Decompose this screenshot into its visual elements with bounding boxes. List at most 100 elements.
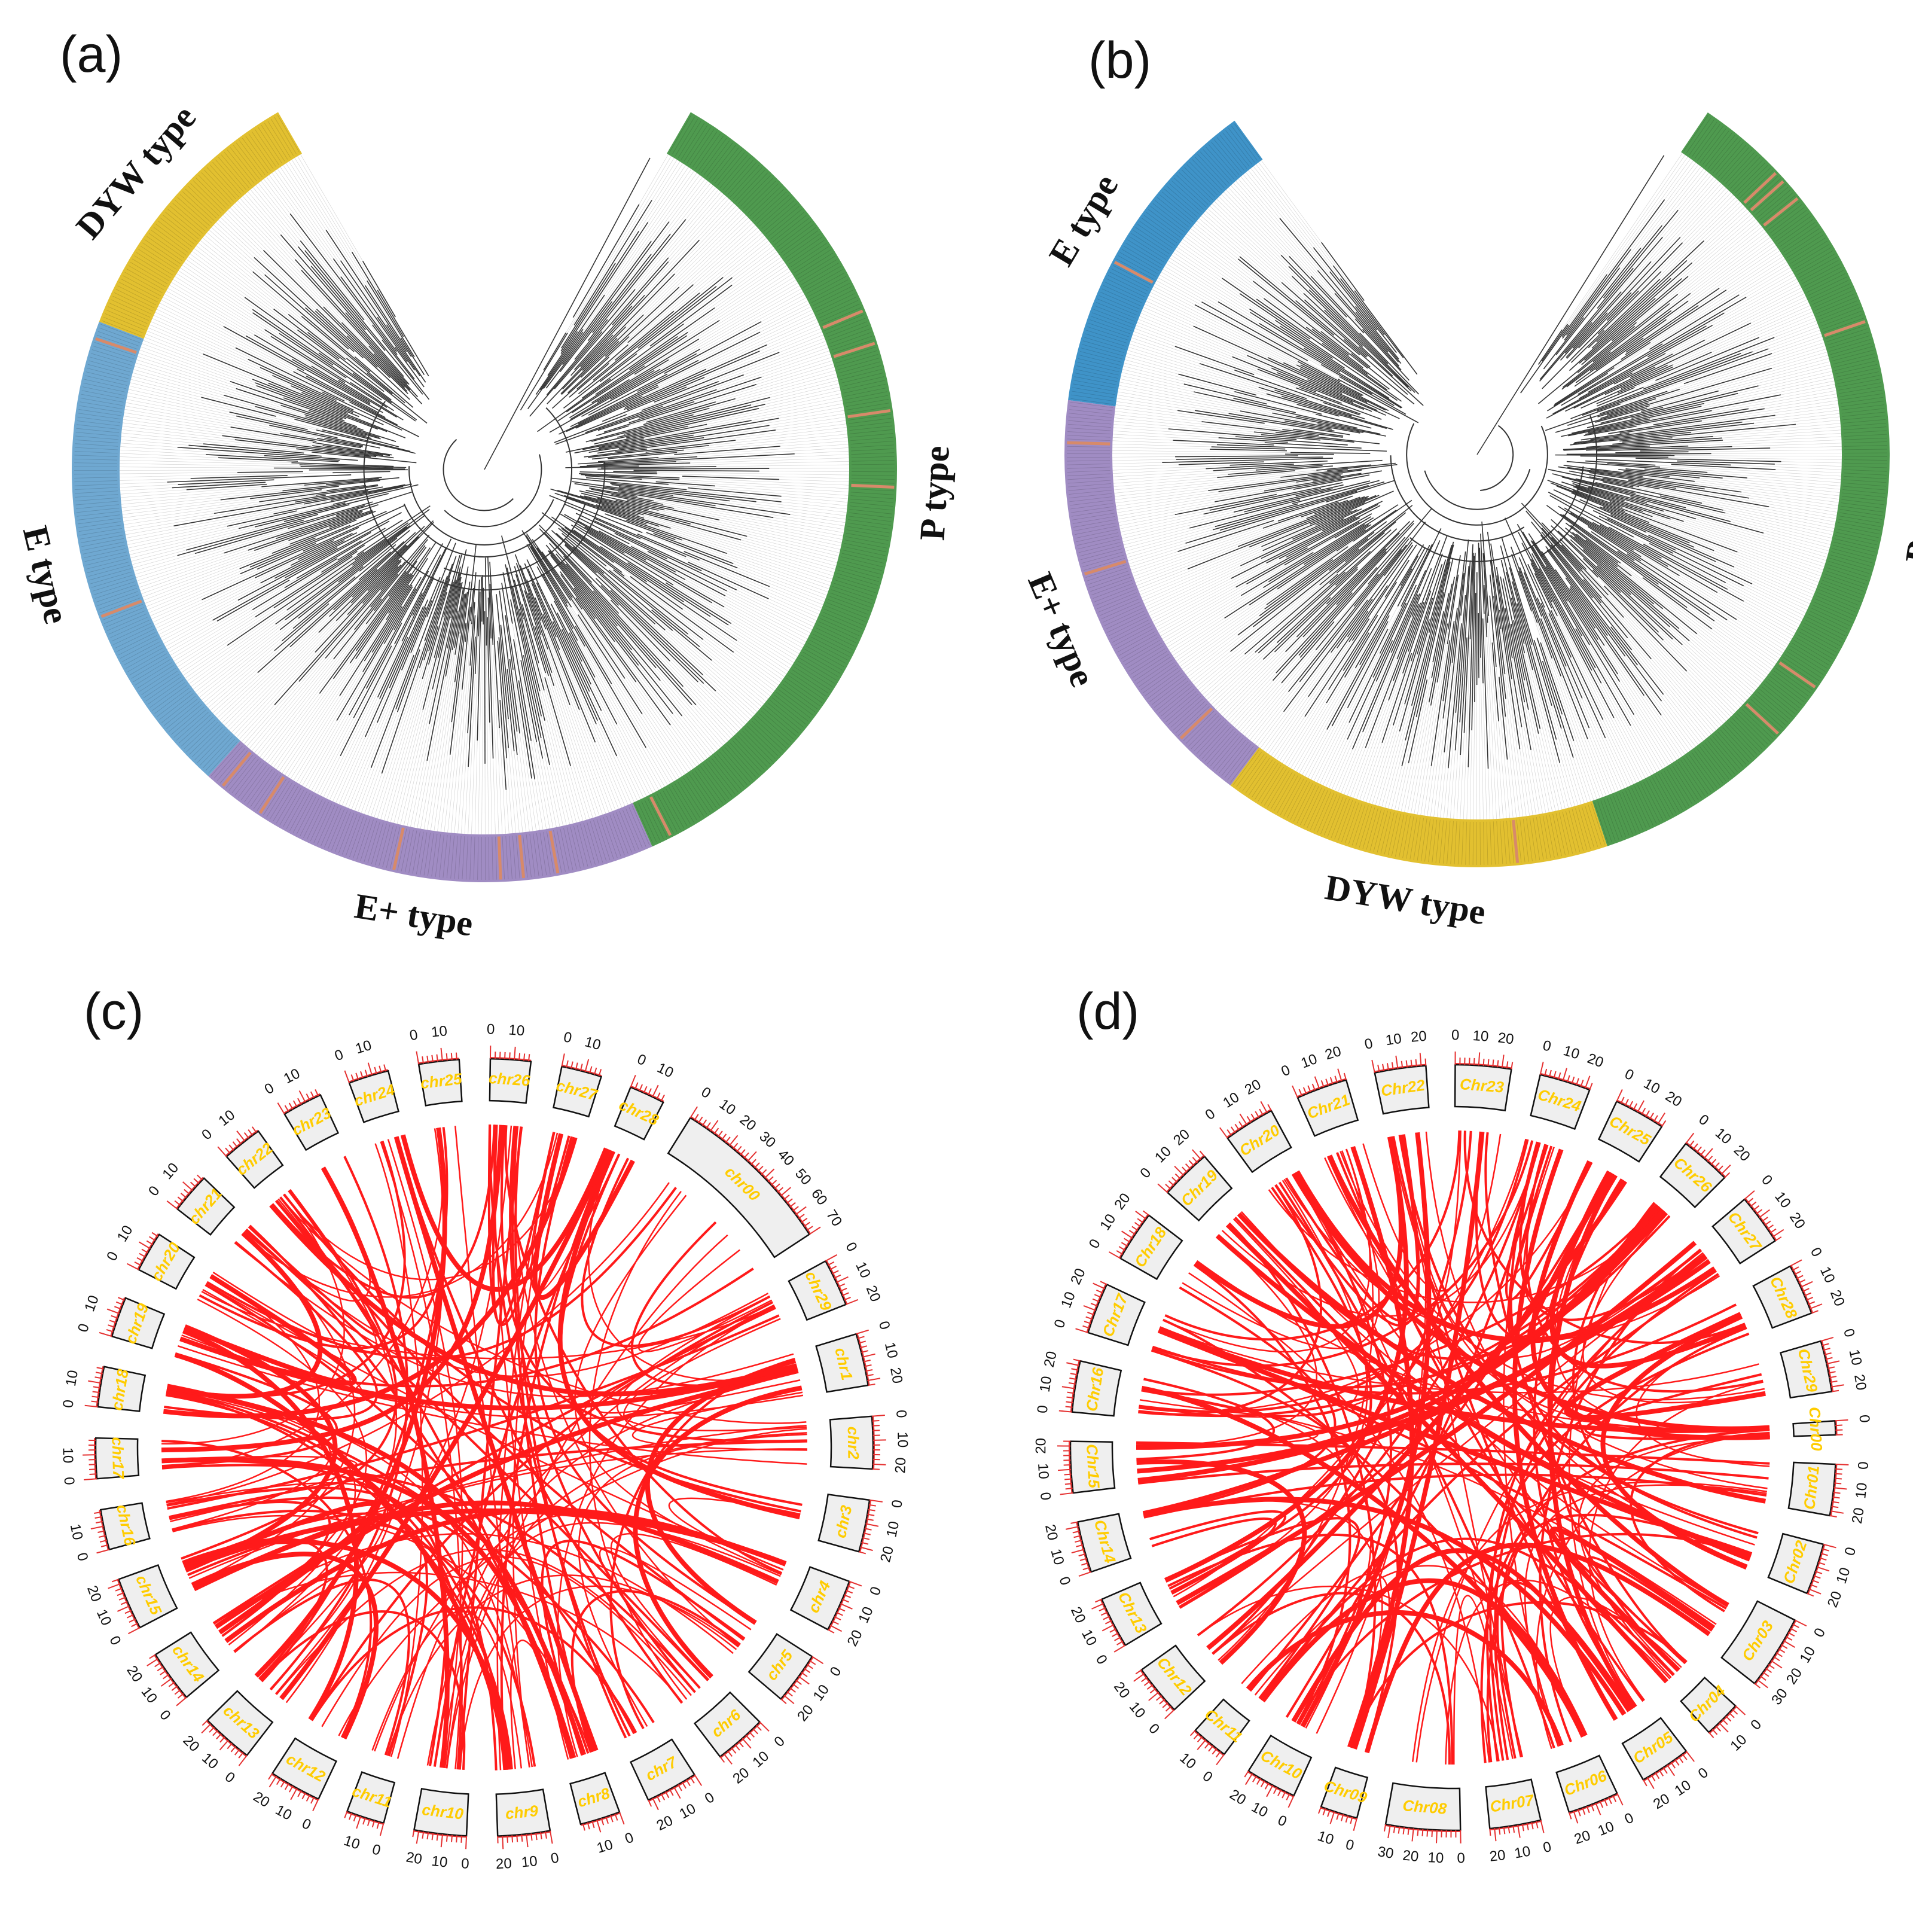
tree-branch [1566, 236, 1681, 359]
tree-leaf-guide [1128, 543, 1186, 561]
tree-leaf-guide [120, 456, 292, 463]
leaf-stripe [1067, 463, 1110, 465]
tree-leaf-guide [545, 629, 616, 810]
leaf-stripe [512, 836, 517, 879]
chromosome-tick [1562, 1068, 1567, 1081]
tree-branch [1496, 575, 1523, 727]
tick-label: 0 [199, 1126, 215, 1143]
tree-branch [298, 566, 364, 619]
tick-label: 10 [1176, 1750, 1199, 1772]
tree-leaf-guide [596, 572, 753, 717]
tree-branch [1261, 502, 1365, 547]
tree-leaf-guide [1637, 665, 1699, 745]
leaf-stripe [97, 331, 139, 346]
leaf-stripe [1600, 800, 1616, 841]
tree-branch [1448, 623, 1462, 769]
leaf-stripe [761, 711, 794, 739]
tree-branch [190, 475, 288, 479]
leaf-stripe [1715, 734, 1744, 767]
tree-leaf-guide [1639, 194, 1734, 291]
tree-branch [291, 385, 353, 413]
tree-leaf-guide [1113, 427, 1236, 437]
tree-leaf-guide [1391, 766, 1402, 810]
clade-band-0 [633, 112, 897, 847]
tree-leaf-guide [1725, 582, 1802, 622]
leaf-stripe [1369, 809, 1382, 851]
tree-leaf-guide [1670, 626, 1750, 698]
chromosome-tick [827, 1629, 835, 1634]
leaf-stripe [778, 689, 813, 716]
tree-branch [578, 517, 630, 544]
tree-leaf-guide [1114, 418, 1254, 432]
leaf-stripe [1745, 703, 1779, 735]
tree-leaf-guide [240, 198, 295, 260]
leaf-stripe [1233, 749, 1259, 785]
leaf-stripe [724, 746, 753, 780]
chromosome-tick [312, 1799, 319, 1812]
tree-branch [341, 322, 405, 388]
leaf-stripe [1686, 117, 1711, 153]
leaf-stripe [84, 379, 127, 389]
tree-branch [1201, 421, 1319, 437]
tree-branch [1185, 490, 1357, 544]
synteny-link [174, 1352, 508, 1771]
tree-leaf-guide [1227, 604, 1337, 721]
tree-branch [1630, 496, 1764, 534]
tree-leaf-guide [121, 436, 204, 444]
tree-branch [260, 540, 345, 584]
leaf-stripe [1539, 816, 1548, 860]
leaf-stripe [78, 521, 121, 528]
tree-leaf-guide [1607, 635, 1691, 751]
tree-branch [1454, 566, 1470, 751]
leaf-stripe [1192, 159, 1222, 191]
tree-branch [1518, 571, 1538, 624]
tree-leaf-guide [691, 705, 726, 743]
leaf-stripe [1186, 164, 1218, 196]
tree-leaf-guide [559, 650, 626, 807]
tree-branch [449, 623, 466, 755]
tree-branch [218, 457, 298, 462]
leaf-stripe [1795, 250, 1833, 273]
tree-branch [1597, 271, 1662, 335]
tree-branch [1276, 372, 1372, 412]
tree-leaf-guide [1512, 658, 1540, 815]
tick-axis [1807, 1544, 1826, 1594]
tree-leaf-guide [1216, 199, 1310, 290]
tree-branch [1541, 551, 1605, 646]
tree-branch [1595, 319, 1667, 371]
chromosome-block [1071, 1360, 1122, 1417]
tick-axis [1830, 1464, 1838, 1516]
tree-leaf-guide [715, 367, 835, 403]
synteny-link [1486, 1326, 1747, 1763]
chromosome-tick [1066, 1526, 1079, 1530]
tree-branch [1490, 543, 1512, 679]
tree-leaf-guide [517, 755, 526, 833]
tick-label: 20 [1067, 1604, 1089, 1625]
tree-branch [502, 572, 513, 624]
tree-branch [1178, 373, 1256, 396]
chromosome-block [693, 1691, 761, 1758]
leaf-stripe [88, 565, 130, 577]
leaf-stripe [80, 535, 123, 543]
tree-branch [367, 281, 415, 358]
tree-branch [1353, 538, 1409, 607]
tree-branch [1292, 276, 1412, 392]
chromosome-tick [1436, 1830, 1438, 1843]
synteny-link [242, 1132, 559, 1298]
tree-branch [1531, 521, 1594, 599]
leaf-stripe [1746, 175, 1778, 206]
tree-leaf-guide [688, 393, 841, 426]
tick-axis [1100, 1599, 1125, 1647]
tree-leaf-guide [645, 747, 668, 785]
leaf-stripe [1094, 586, 1135, 602]
leaf-stripe [1555, 813, 1566, 856]
tree-leaf-guide [1121, 495, 1296, 536]
tree-branch [1261, 518, 1345, 559]
chromosome-tick [783, 1695, 795, 1705]
tree-leaf-guide [345, 670, 402, 807]
tree-leaf-guide [567, 157, 675, 333]
tree-leaf-guide [355, 767, 371, 811]
tick-axis [349, 1069, 388, 1083]
